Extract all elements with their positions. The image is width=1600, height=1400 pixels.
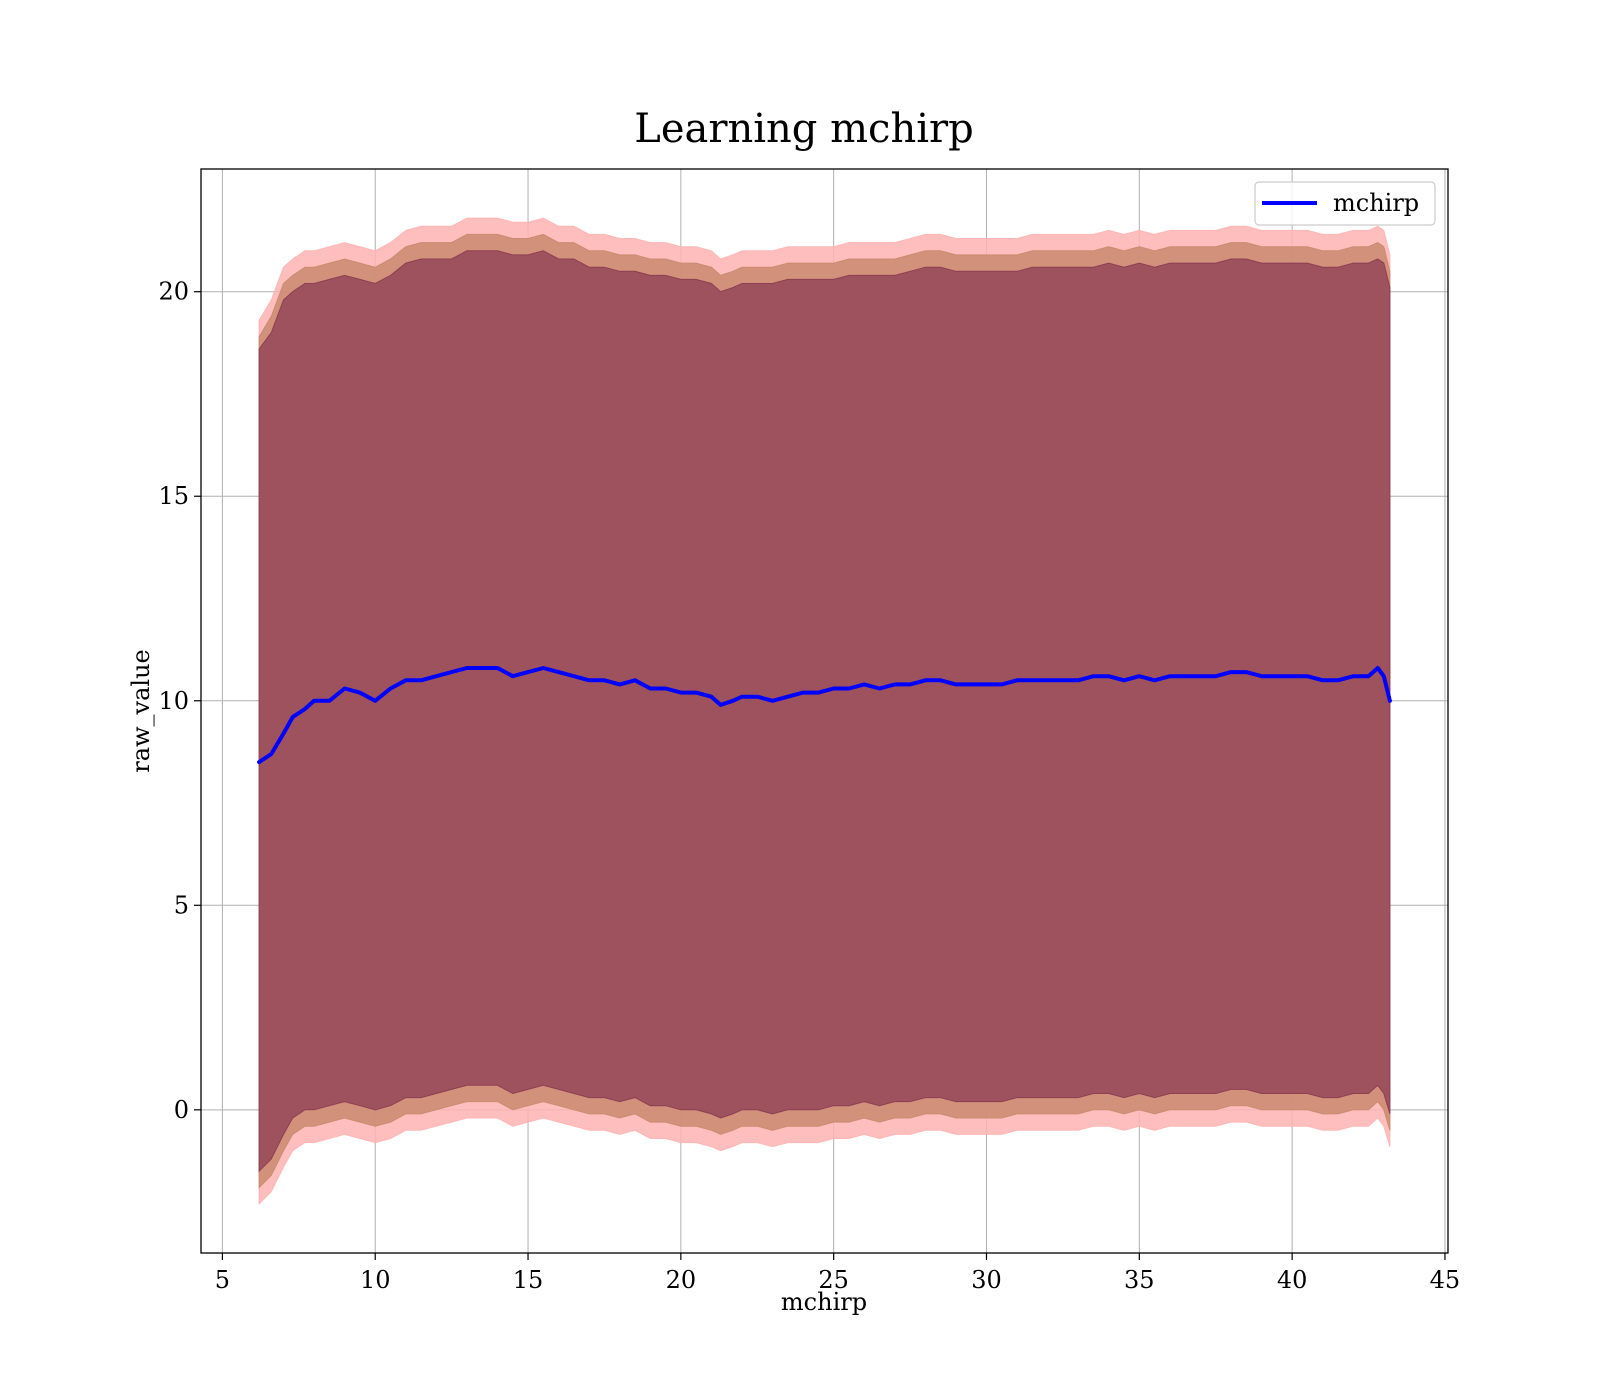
series-lines bbox=[257, 666, 1392, 765]
plot-area bbox=[200, 168, 1449, 1254]
x-axis-label: mchirp bbox=[781, 1288, 867, 1316]
band-inner bbox=[258, 250, 1391, 1173]
bands bbox=[258, 217, 1391, 1206]
y-tick-label: 5 bbox=[174, 891, 189, 919]
y-tick-label: 15 bbox=[158, 482, 189, 510]
y-axis-label: raw_value bbox=[127, 649, 155, 773]
legend-label: mchirp bbox=[1333, 189, 1419, 217]
x-tick-label: 40 bbox=[1277, 1266, 1308, 1294]
x-tick-label: 25 bbox=[818, 1266, 849, 1294]
plot-frame bbox=[200, 168, 1449, 1254]
x-tick-label: 10 bbox=[360, 1266, 391, 1294]
y-tick-label: 20 bbox=[158, 278, 189, 306]
x-tick-label: 45 bbox=[1430, 1266, 1461, 1294]
y-tick-label: 0 bbox=[174, 1096, 189, 1124]
legend-box bbox=[1254, 181, 1436, 226]
y-ticks: 0 5 10 15 20 bbox=[158, 278, 201, 1124]
x-ticks: 5 10 15 20 25 30 35 40 45 bbox=[215, 1253, 1460, 1294]
x-tick-label: 15 bbox=[513, 1266, 544, 1294]
x-tick-label: 30 bbox=[971, 1266, 1002, 1294]
y-tick-label: 10 bbox=[158, 687, 189, 715]
x-tick-label: 35 bbox=[1124, 1266, 1155, 1294]
chart-title: Learning mchirp bbox=[634, 106, 973, 152]
legend: mchirp bbox=[1254, 181, 1436, 226]
x-tick-label: 20 bbox=[666, 1266, 697, 1294]
x-tick-label: 5 bbox=[215, 1266, 230, 1294]
series-line-mchirp bbox=[257, 666, 1392, 765]
